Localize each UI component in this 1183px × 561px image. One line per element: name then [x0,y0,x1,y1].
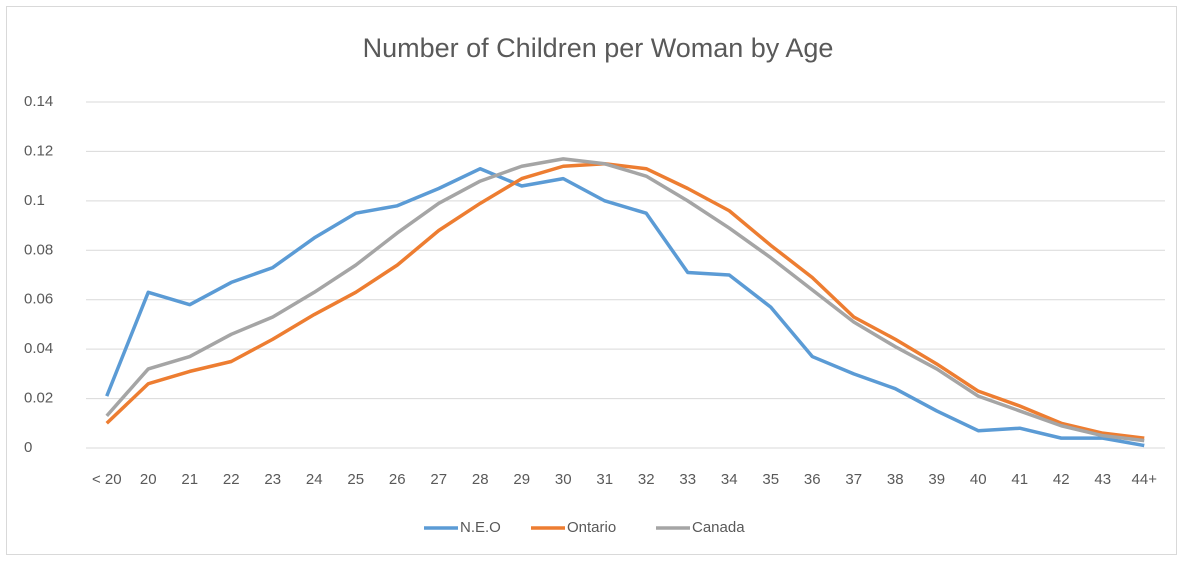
x-tick-label: 44+ [1132,471,1158,488]
x-tick-label: 39 [928,471,945,488]
y-tick-label: 0.04 [24,340,53,357]
x-tick-label: 23 [264,471,281,488]
x-tick-label: 41 [1011,471,1028,488]
x-tick-label: 34 [721,471,738,488]
y-tick-label: 0.06 [24,291,53,308]
y-tick-label: 0.08 [24,241,53,258]
x-tick-label: 31 [596,471,613,488]
chart-border [6,6,1177,555]
x-tick-label: 24 [306,471,323,488]
y-tick-label: 0.1 [24,192,45,209]
x-tick-label: 20 [140,471,157,488]
y-tick-label: 0.02 [24,390,53,407]
y-tick-label: 0.12 [24,142,53,159]
x-tick-label: 26 [389,471,406,488]
x-tick-label: 32 [638,471,655,488]
x-tick-label: 21 [181,471,198,488]
series-line [105,166,1145,448]
series-line [105,162,1145,440]
x-tick-label: 30 [555,471,572,488]
x-tick-label: 22 [223,471,240,488]
x-tick-label: < 20 [92,471,122,488]
chart-title: Number of Children per Woman by Age [363,33,834,63]
x-tick-label: 28 [472,471,489,488]
x-tick-label: 36 [804,471,821,488]
x-tick-label: 42 [1053,471,1070,488]
legend-label: Ontario [567,519,616,536]
y-tick-label: 0 [24,439,32,456]
series-line [105,157,1145,443]
x-tick-label: 25 [347,471,364,488]
x-tick-label: 37 [845,471,862,488]
legend-label: N.E.O [460,519,501,536]
x-tick-label: 29 [513,471,530,488]
x-tick-label: 43 [1094,471,1111,488]
x-tick-label: 27 [430,471,447,488]
x-tick-label: 33 [679,471,696,488]
legend-label: Canada [692,519,745,536]
y-tick-label: 0.14 [24,93,53,110]
x-tick-label: 38 [887,471,904,488]
x-tick-label: 35 [762,471,779,488]
x-tick-label: 40 [970,471,987,488]
